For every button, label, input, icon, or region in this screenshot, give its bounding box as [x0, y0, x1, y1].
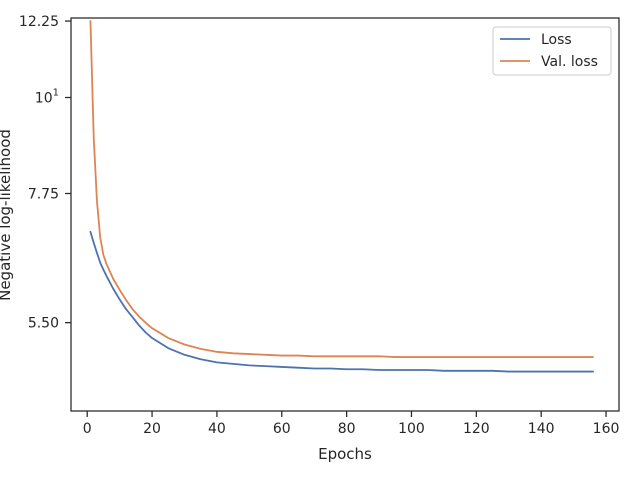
- y-tick-label-base: 10: [35, 90, 53, 106]
- x-tick-label: 80: [338, 421, 356, 437]
- x-tick-label: 120: [463, 421, 490, 437]
- x-axis-ticks: 0 20 40 60 80 100 120 140 160: [83, 411, 620, 437]
- plot-area: [71, 18, 619, 411]
- x-tick-label: 40: [208, 421, 226, 437]
- x-tick-label: 0: [83, 421, 92, 437]
- x-tick-label: 60: [273, 421, 291, 437]
- y-tick-label: 12.25: [19, 14, 59, 30]
- x-tick-label: 160: [593, 421, 620, 437]
- legend-label-loss: Loss: [541, 32, 572, 48]
- x-tick-label: 20: [143, 421, 161, 437]
- legend: Loss Val. loss: [492, 26, 612, 76]
- x-axis-label: Epochs: [318, 445, 372, 463]
- y-axis-label: Negative log-likelihood: [0, 129, 14, 301]
- x-tick-label: 100: [398, 421, 425, 437]
- x-tick-label: 140: [528, 421, 555, 437]
- series-layer: [89, 20, 594, 373]
- y-tick-label-exponent: 1: [53, 87, 59, 98]
- y-tick-label: 101: [35, 87, 59, 106]
- plot-frame: [70, 17, 620, 412]
- y-tick-label: 7.75: [28, 186, 59, 202]
- series-line-loss: [89, 230, 594, 373]
- legend-label-val-loss: Val. loss: [541, 54, 598, 70]
- series-line-val-loss: [89, 20, 594, 358]
- y-tick-label: 5.50: [28, 316, 59, 332]
- y-axis-ticks: 12.25 101 7.75 5.50: [19, 14, 71, 332]
